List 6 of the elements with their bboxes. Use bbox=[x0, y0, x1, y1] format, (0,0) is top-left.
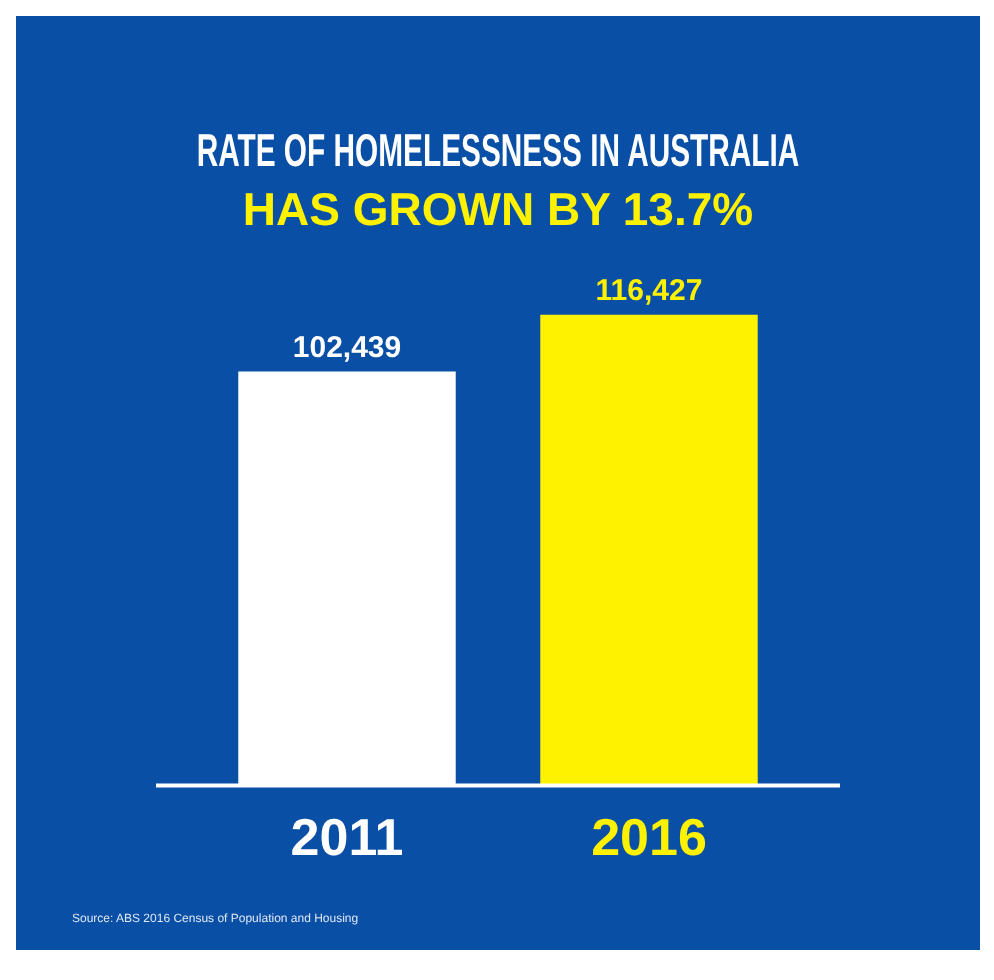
data-label: 116,427 bbox=[595, 274, 703, 309]
chart-subtitle: HAS GROWN BY 13.7% bbox=[242, 183, 754, 236]
x-tick-label: 2011 bbox=[290, 807, 404, 868]
chart-title: RATE OF HOMELESSNESS IN AUSTRALIA bbox=[196, 125, 800, 179]
data-label: 102,439 bbox=[292, 330, 402, 365]
x-tick-label: 2016 bbox=[591, 807, 707, 868]
